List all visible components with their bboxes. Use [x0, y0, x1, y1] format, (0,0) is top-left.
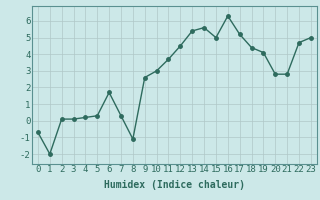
X-axis label: Humidex (Indice chaleur): Humidex (Indice chaleur) — [104, 180, 245, 190]
